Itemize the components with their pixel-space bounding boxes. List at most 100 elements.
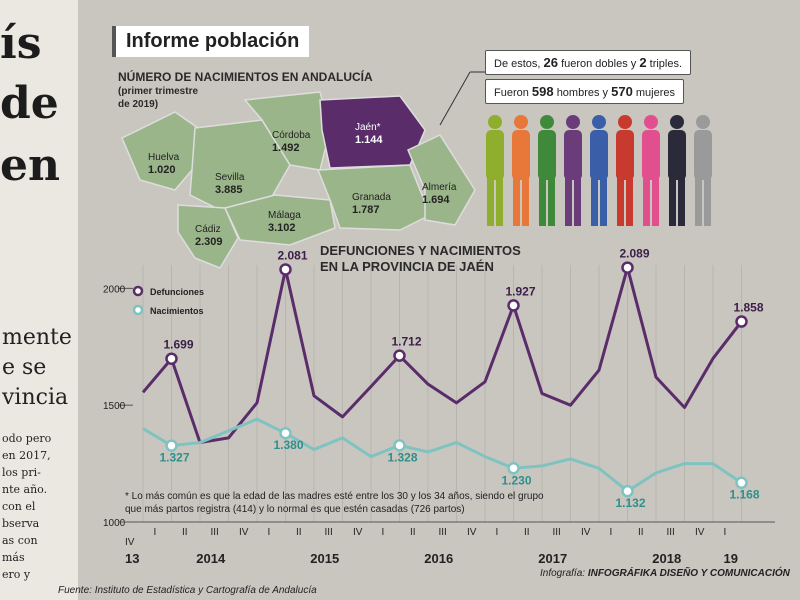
small-text-line: en 2017, bbox=[2, 449, 51, 462]
province-value: 1.492 bbox=[272, 142, 300, 154]
small-text-line: más bbox=[2, 551, 25, 564]
page-title: Informe población bbox=[112, 26, 310, 57]
data-label: 1.699 bbox=[164, 338, 194, 352]
quarter-label: II bbox=[296, 527, 302, 538]
year-label: 13 bbox=[125, 551, 139, 566]
data-point-marker bbox=[507, 462, 520, 475]
small-text-line: ero y bbox=[2, 568, 31, 581]
province-name: Huelva bbox=[148, 152, 180, 163]
person-silhouette bbox=[486, 115, 504, 226]
chart-subtitle: EN LA PROVINCIA DE JAÉN bbox=[320, 259, 494, 274]
data-label: 1.328 bbox=[388, 450, 418, 464]
headline-fragment: ís bbox=[0, 18, 42, 69]
data-point-marker bbox=[393, 439, 406, 452]
person-silhouette bbox=[694, 115, 712, 226]
small-text-line: odo pero bbox=[2, 432, 52, 445]
callout-multiple-births: De estos, 26 fueron dobles y 2 triples. bbox=[485, 50, 692, 75]
quarter-label: I bbox=[496, 527, 499, 538]
quarter-label: IV bbox=[239, 527, 249, 538]
province-name: Cádiz bbox=[195, 224, 221, 235]
legend-marker bbox=[132, 285, 144, 297]
data-point-marker bbox=[393, 349, 406, 362]
data-point-marker bbox=[279, 426, 292, 440]
data-label: 2.081 bbox=[278, 248, 308, 262]
data-point-marker bbox=[735, 315, 748, 328]
quarter-label: IV bbox=[467, 527, 477, 538]
person-silhouette bbox=[668, 115, 686, 226]
quarter-label: III bbox=[553, 527, 561, 538]
province-name: Jaén* bbox=[355, 122, 381, 133]
small-text-line: los pri- bbox=[2, 466, 41, 479]
y-tick-label: 1500 bbox=[103, 401, 126, 412]
quarter-label: IV bbox=[353, 527, 363, 538]
data-label: 1.230 bbox=[502, 473, 532, 487]
body-fragment: e se bbox=[2, 355, 47, 380]
data-label: 1.927 bbox=[506, 284, 536, 298]
year-label: 2015 bbox=[310, 551, 339, 566]
person-silhouette bbox=[538, 115, 556, 226]
small-text-line: bserva bbox=[2, 517, 40, 530]
quarter-label: I bbox=[724, 527, 727, 538]
small-text-fragments: odo pero en 2017, los pri-nte año. con el bs… bbox=[2, 430, 51, 583]
body-fragment: vincia bbox=[2, 385, 69, 410]
province-value: 2.309 bbox=[195, 236, 223, 248]
quarter-label: I bbox=[154, 527, 157, 538]
data-point-marker bbox=[621, 484, 634, 498]
province-value: 3.885 bbox=[215, 184, 243, 196]
data-point-marker bbox=[621, 261, 634, 274]
source-credit: Fuente: Instituto de Estadística y Carto… bbox=[58, 585, 317, 596]
quarter-label: III bbox=[325, 527, 333, 538]
infographic-credit: Infografía: INFOGRÁFIKA DISEÑO Y COMUNIC… bbox=[540, 568, 790, 579]
small-text-line: nte año. bbox=[2, 483, 48, 496]
map-period: (primer trimestre bbox=[118, 86, 199, 97]
footnote: * Lo más común es que la edad de las mad… bbox=[125, 491, 544, 515]
quarter-label: II bbox=[638, 527, 644, 538]
province-name: Almería bbox=[422, 182, 457, 193]
legend-label: Defunciones bbox=[150, 287, 204, 297]
province-name: Córdoba bbox=[272, 130, 311, 141]
province-name: Granada bbox=[352, 192, 391, 203]
callout-gender: Fueron 598 hombres y 570 mujeres bbox=[485, 79, 684, 104]
province-name: Málaga bbox=[268, 210, 301, 221]
province-name: Sevilla bbox=[215, 172, 245, 183]
person-silhouette bbox=[590, 115, 608, 226]
quarter-label: IV bbox=[695, 527, 705, 538]
quarter-label: I bbox=[268, 527, 271, 538]
year-label: 2014 bbox=[196, 551, 226, 566]
small-text-line: as con bbox=[2, 534, 38, 547]
data-point-marker bbox=[279, 263, 292, 276]
y-tick-label: 2000 bbox=[103, 284, 126, 295]
map-subtitle: NÚMERO DE NACIMIENTOS EN ANDALUCÍA bbox=[118, 70, 373, 84]
year-label: 2018 bbox=[652, 551, 681, 566]
data-label: 1.132 bbox=[616, 496, 646, 510]
province-granada bbox=[316, 164, 431, 231]
province-value: 1.020 bbox=[148, 164, 176, 176]
chart-title: DEFUNCIONES Y NACIMIENTOS bbox=[320, 243, 521, 258]
data-point-marker bbox=[735, 476, 748, 489]
data-label: 1.327 bbox=[160, 451, 190, 465]
andalucia-map bbox=[121, 91, 476, 269]
map-period-2: de 2019) bbox=[118, 99, 159, 110]
legend-label: Nacimientos bbox=[150, 306, 204, 316]
series-line-nacimientos bbox=[142, 417, 743, 493]
data-label: 1.712 bbox=[392, 335, 422, 349]
quarter-label: I bbox=[382, 527, 385, 538]
quarter-label: III bbox=[211, 527, 219, 538]
year-label: 2016 bbox=[424, 551, 453, 566]
data-label: 1.168 bbox=[730, 488, 760, 502]
person-silhouette bbox=[512, 115, 530, 226]
person-silhouette bbox=[564, 115, 582, 226]
data-point-marker bbox=[165, 439, 178, 452]
data-label: 1.858 bbox=[734, 301, 764, 315]
province-value: 1.144 bbox=[355, 134, 383, 146]
legend-marker bbox=[132, 304, 144, 316]
province-huelva bbox=[121, 111, 199, 191]
year-label: 19 bbox=[724, 551, 738, 566]
province-almeria bbox=[407, 134, 476, 226]
year-label: 2017 bbox=[538, 551, 567, 566]
province-malaga bbox=[223, 194, 336, 246]
quarter-label: II bbox=[524, 527, 530, 538]
